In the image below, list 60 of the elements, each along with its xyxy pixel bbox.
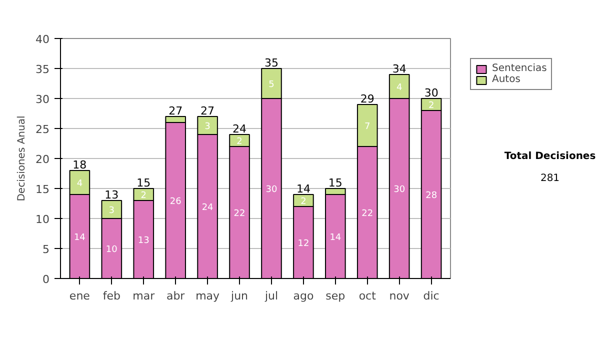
legend-label: Autos bbox=[492, 74, 520, 85]
y-tick-label: 0 bbox=[42, 273, 50, 286]
y-tick-label: 40 bbox=[36, 33, 50, 46]
data-label: 5 bbox=[268, 80, 274, 90]
data-label: 28 bbox=[426, 191, 438, 201]
data-label: 26 bbox=[170, 197, 182, 207]
data-label: 2 bbox=[428, 101, 434, 111]
total-label: 34 bbox=[392, 62, 406, 76]
total-label: 15 bbox=[328, 176, 342, 190]
x-tick-label: ene bbox=[69, 290, 90, 302]
data-label: 3 bbox=[204, 122, 210, 132]
y-tick-label: 35 bbox=[36, 63, 50, 76]
x-tick-label: ago bbox=[293, 290, 314, 302]
total-label: 24 bbox=[232, 122, 247, 136]
x-tick-label: abr bbox=[166, 290, 186, 302]
data-label: 22 bbox=[234, 209, 246, 219]
data-label: 2 bbox=[140, 191, 146, 201]
x-tick-label: nov bbox=[389, 290, 410, 302]
total-label: 27 bbox=[200, 104, 215, 118]
x-tick-label: feb bbox=[102, 290, 120, 302]
data-label: 4 bbox=[76, 179, 83, 189]
y-axis-title: Decisiones Anual bbox=[16, 116, 28, 202]
data-label: 22 bbox=[362, 209, 374, 219]
x-tick-label: jun bbox=[230, 290, 248, 302]
total-label: 18 bbox=[72, 158, 87, 172]
data-label: 13 bbox=[138, 236, 150, 246]
x-tick-label: sep bbox=[326, 290, 346, 302]
y-tick-label: 25 bbox=[36, 123, 50, 136]
data-label: 30 bbox=[394, 185, 406, 195]
y-tick-label: 15 bbox=[36, 183, 50, 196]
x-tick-label: oct bbox=[358, 290, 377, 302]
data-label: 24 bbox=[202, 203, 214, 213]
data-label: 2 bbox=[300, 197, 306, 207]
text: Total Decisiones bbox=[503, 150, 597, 164]
x-tick-label: jul bbox=[264, 290, 278, 302]
y-tick-label: 30 bbox=[36, 93, 50, 106]
data-label: 30 bbox=[266, 185, 278, 195]
total-label: 13 bbox=[104, 188, 119, 202]
data-label: 7 bbox=[364, 122, 370, 132]
data-label: 3 bbox=[108, 206, 115, 216]
data-label: 14 bbox=[330, 233, 342, 243]
total-label: 27 bbox=[168, 104, 183, 118]
data-label: 14 bbox=[74, 233, 86, 243]
y-tick-label: 5 bbox=[42, 243, 50, 256]
data-label: 2 bbox=[236, 137, 242, 147]
legend-label: Sentencias bbox=[492, 63, 547, 74]
data-label: 10 bbox=[106, 245, 118, 255]
total-label: 15 bbox=[136, 176, 151, 190]
total-label: 30 bbox=[424, 86, 438, 100]
text: 281 bbox=[539, 172, 561, 186]
y-tick-label: 20 bbox=[36, 153, 50, 166]
total-label: 14 bbox=[296, 182, 310, 196]
total-label: 35 bbox=[264, 56, 278, 70]
total-label: 29 bbox=[360, 92, 374, 106]
data-label: 12 bbox=[298, 239, 310, 249]
y-tick-label: 10 bbox=[36, 213, 50, 226]
x-tick-label: dic bbox=[423, 290, 440, 302]
x-tick-label: mar bbox=[132, 290, 156, 302]
data-label: 4 bbox=[396, 83, 402, 93]
x-tick-label: may bbox=[196, 290, 220, 302]
